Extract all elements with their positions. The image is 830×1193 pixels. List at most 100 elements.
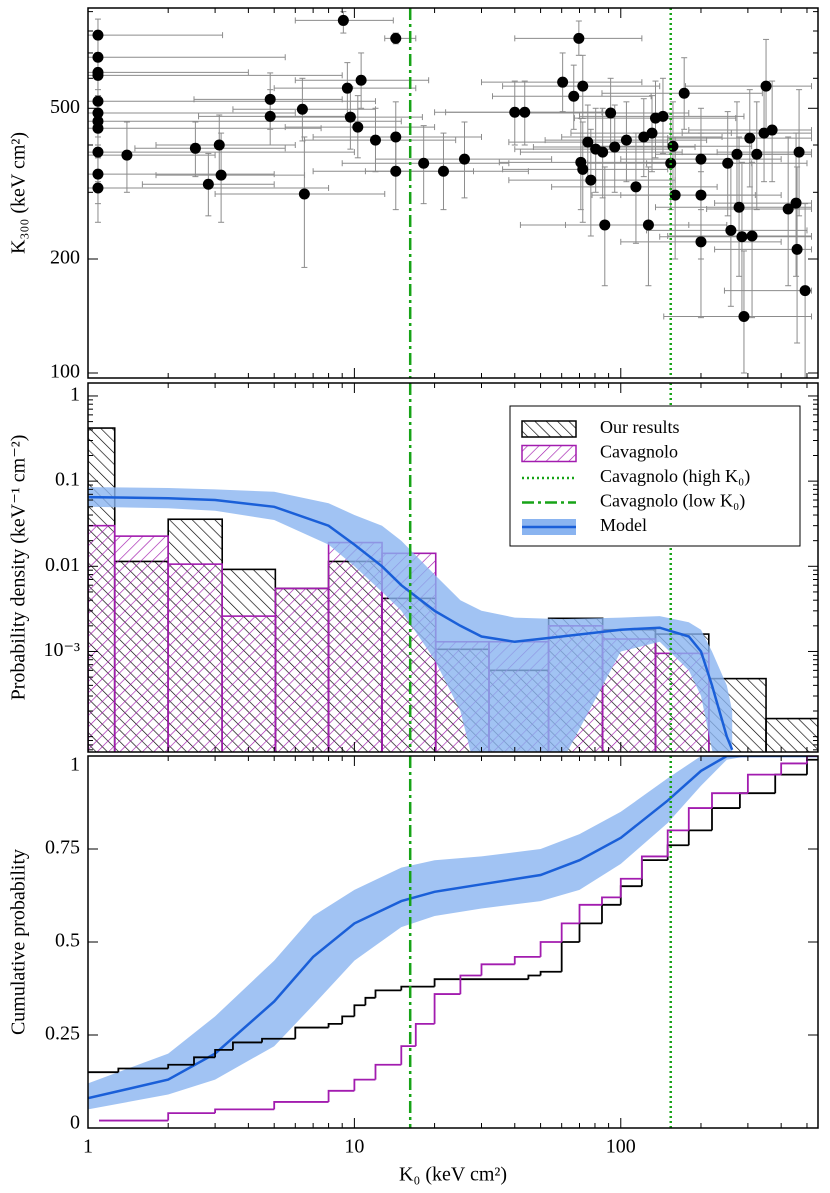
point (121, 149, 133, 161)
step-segment (232, 1041, 263, 1050)
point (766, 124, 778, 136)
model-line (88, 495, 734, 751)
step-segment (167, 1063, 195, 1069)
histogram-bar (765, 717, 818, 752)
axes-frame (87, 382, 819, 753)
step-segment (780, 762, 807, 775)
step-segment (353, 1004, 366, 1017)
point (782, 203, 794, 215)
point (390, 165, 402, 177)
y-tick-label: 0 (70, 1112, 80, 1134)
point (344, 111, 356, 123)
y-axis-label: Probability density (keV⁻¹ cm⁻²) (8, 435, 30, 701)
point (642, 219, 654, 231)
legend-label: Cavagnolo (high K₀) (600, 466, 750, 487)
point (791, 243, 803, 255)
legend-swatch (521, 444, 577, 463)
point (760, 80, 772, 92)
point (746, 230, 758, 242)
histogram-bar (88, 524, 116, 752)
point (92, 95, 104, 107)
point (695, 153, 707, 165)
y-axis-label: Cumulative probability (8, 849, 30, 1035)
step-segment (666, 829, 689, 857)
step-segment (214, 1108, 275, 1114)
point (92, 168, 104, 180)
step-segment (353, 1078, 376, 1091)
point (390, 131, 402, 143)
point (790, 197, 802, 209)
step-segment (560, 941, 580, 972)
y-tick-label: 1 (70, 384, 80, 406)
point (296, 103, 308, 115)
y-tick-label: 0.01 (45, 554, 80, 576)
legend-label: Model (600, 515, 647, 535)
point (437, 165, 449, 177)
point (390, 32, 402, 44)
legend: Our results Cavagnolo Cavagnolo (high K₀) C… (509, 405, 801, 547)
step-segment (539, 941, 562, 957)
point (92, 107, 104, 119)
step-segment (687, 807, 712, 831)
point (264, 93, 276, 105)
step-segment (527, 974, 541, 980)
y-tick-label: 200 (50, 247, 80, 269)
y-tick-label: 1 (70, 754, 80, 776)
step-segment (601, 903, 621, 924)
point (189, 142, 201, 154)
point (738, 310, 750, 322)
point (605, 107, 617, 119)
step-segment (640, 855, 668, 879)
model-line (88, 756, 818, 1100)
point (733, 201, 745, 213)
step-segment (364, 996, 376, 1006)
point (799, 285, 811, 297)
point (725, 224, 737, 236)
step-segment (341, 1015, 355, 1024)
model-band (88, 756, 818, 1110)
axes-frame (87, 7, 819, 379)
point (202, 178, 214, 190)
step-segment (560, 922, 580, 942)
point (352, 121, 364, 133)
step-segment (433, 993, 461, 1024)
point (731, 148, 743, 160)
point (620, 134, 632, 146)
point (657, 110, 669, 122)
step-segment (459, 974, 482, 995)
step-segment (711, 807, 740, 831)
step-segment (294, 1026, 329, 1039)
point (646, 127, 658, 139)
point (577, 80, 589, 92)
step-segment (738, 792, 776, 809)
step-segment (619, 877, 642, 898)
step-segment (619, 885, 642, 905)
point (582, 136, 594, 148)
point (213, 139, 225, 151)
point (669, 189, 681, 201)
point (557, 76, 569, 88)
step-segment (400, 1045, 416, 1065)
point (751, 148, 763, 160)
step-segment (578, 903, 602, 924)
point (92, 29, 104, 41)
y-tick-label: 0.75 (45, 837, 80, 859)
y-tick-label: 0.25 (45, 1023, 80, 1045)
step-segment (601, 896, 621, 905)
step-segment (539, 970, 562, 976)
step-segment (774, 773, 807, 794)
point (722, 157, 734, 169)
y-tick-label: 10⁻³ (43, 639, 80, 661)
point (630, 181, 642, 193)
legend-label: Our results (600, 417, 680, 437)
point (519, 106, 531, 118)
step-segment (214, 1048, 233, 1058)
y-tick-label: 100 (50, 361, 80, 383)
point (92, 69, 104, 81)
point (667, 140, 679, 152)
point (599, 219, 611, 231)
point (744, 132, 756, 144)
